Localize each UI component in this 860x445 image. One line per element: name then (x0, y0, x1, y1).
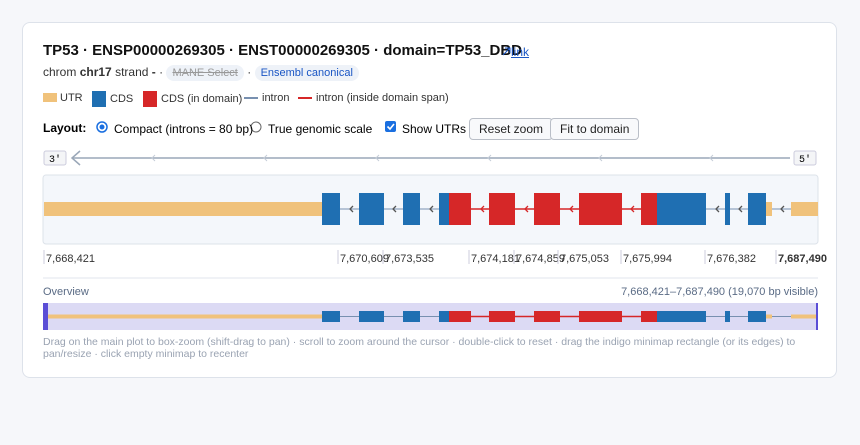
tick-label: 7,670,609 (340, 253, 389, 265)
tick-label: 7,673,535 (385, 253, 434, 265)
chevron (524, 205, 529, 213)
chevron (375, 154, 380, 162)
legend-label: intron (262, 92, 290, 104)
chevron (630, 205, 635, 213)
swatch (43, 93, 57, 102)
end-box (43, 150, 67, 166)
chevron (392, 205, 397, 213)
exon (641, 193, 657, 225)
chevron (709, 154, 714, 162)
exon (657, 193, 706, 225)
exon (449, 193, 471, 225)
button[interactable]: Reset zoom (469, 118, 554, 140)
exon (359, 193, 384, 225)
button[interactable]: Fit to domain (550, 118, 640, 140)
minimap-edge (816, 303, 818, 330)
end-box (793, 150, 817, 166)
tick-label: 7,676,382 (707, 253, 756, 265)
tick-label: 7,668,421 (46, 253, 95, 265)
chevron (569, 205, 574, 213)
chrom: chr17 (79, 65, 112, 79)
exon (449, 311, 471, 322)
check (386, 123, 395, 131)
radio-label[interactable]: Compact (introns = 80 bp) (114, 122, 254, 136)
checkbox-label[interactable]: Show UTRs (402, 122, 467, 136)
exon (489, 193, 515, 225)
radio[interactable] (250, 121, 262, 133)
exon (748, 193, 766, 225)
strand-label: strand (115, 65, 149, 79)
chevron (780, 205, 785, 213)
sep: · (159, 65, 164, 79)
link-text[interactable]: link (511, 45, 530, 59)
exon (641, 311, 657, 322)
exon (791, 314, 818, 319)
badge: Ensembl canonical (254, 65, 359, 81)
chevron (429, 205, 434, 213)
tick-label: 7,674,859 (516, 253, 565, 265)
exon (579, 193, 622, 225)
exon (791, 202, 818, 216)
chrom-label: chrom (43, 65, 77, 79)
tick-label: 7,687,490 (778, 253, 827, 265)
overview-title: Overview (43, 286, 89, 298)
chevron (151, 154, 156, 162)
radio-label[interactable]: True genomic scale (268, 122, 373, 136)
swatch (143, 91, 157, 107)
exon (657, 311, 706, 322)
legend-label: intron (inside domain span) (316, 92, 449, 104)
exon (44, 202, 322, 216)
exon (748, 311, 766, 322)
overview-range: 7,668,421–7,687,490 (19,070 bp visible) (621, 286, 818, 298)
exon (403, 311, 420, 322)
title: TP53 · ENSP00000269305 · ENST00000269305… (43, 42, 523, 59)
exon (766, 314, 772, 319)
exon (579, 311, 622, 322)
exon (439, 193, 449, 225)
legend-label: CDS (in domain) (161, 93, 243, 105)
exon (322, 311, 340, 322)
badge: MANE Select (166, 65, 244, 81)
exon (534, 193, 560, 225)
chevron (738, 205, 743, 213)
chevron (349, 205, 354, 213)
strand: - (151, 65, 156, 79)
exon (489, 311, 515, 322)
exon (725, 311, 730, 322)
end-label: 3' (49, 154, 61, 166)
end-label: 5' (799, 154, 811, 166)
chevron (263, 154, 268, 162)
layout-label: Layout: (43, 121, 87, 135)
link-icon (502, 47, 511, 56)
minimap-edge (43, 303, 48, 330)
exon (439, 311, 449, 322)
exon (359, 311, 384, 322)
swatch (92, 91, 106, 107)
subtitle: chrom chr17 strand - · MANE Select · Ens… (43, 65, 359, 81)
exon (403, 193, 420, 225)
radio-dot (99, 124, 105, 130)
legend-label: UTR (60, 92, 83, 104)
exon (44, 314, 322, 319)
legend-label: CDS (110, 93, 134, 105)
chevron (598, 154, 603, 162)
chevron (487, 154, 492, 162)
help-text: Drag on the main plot to box-zoom (shift… (43, 336, 796, 360)
checkbox[interactable] (385, 121, 396, 132)
exon (725, 193, 730, 225)
sep: · (247, 65, 252, 79)
arrow-head (70, 150, 81, 166)
tick-label: 7,674,181 (471, 253, 520, 265)
exon (534, 311, 560, 322)
tick-label: 7,675,994 (623, 253, 672, 265)
tick-label: 7,675,053 (560, 253, 609, 265)
chevron (715, 205, 720, 213)
chevron (480, 205, 485, 213)
link[interactable]: link (502, 45, 529, 59)
exon (322, 193, 340, 225)
exon (766, 202, 772, 216)
